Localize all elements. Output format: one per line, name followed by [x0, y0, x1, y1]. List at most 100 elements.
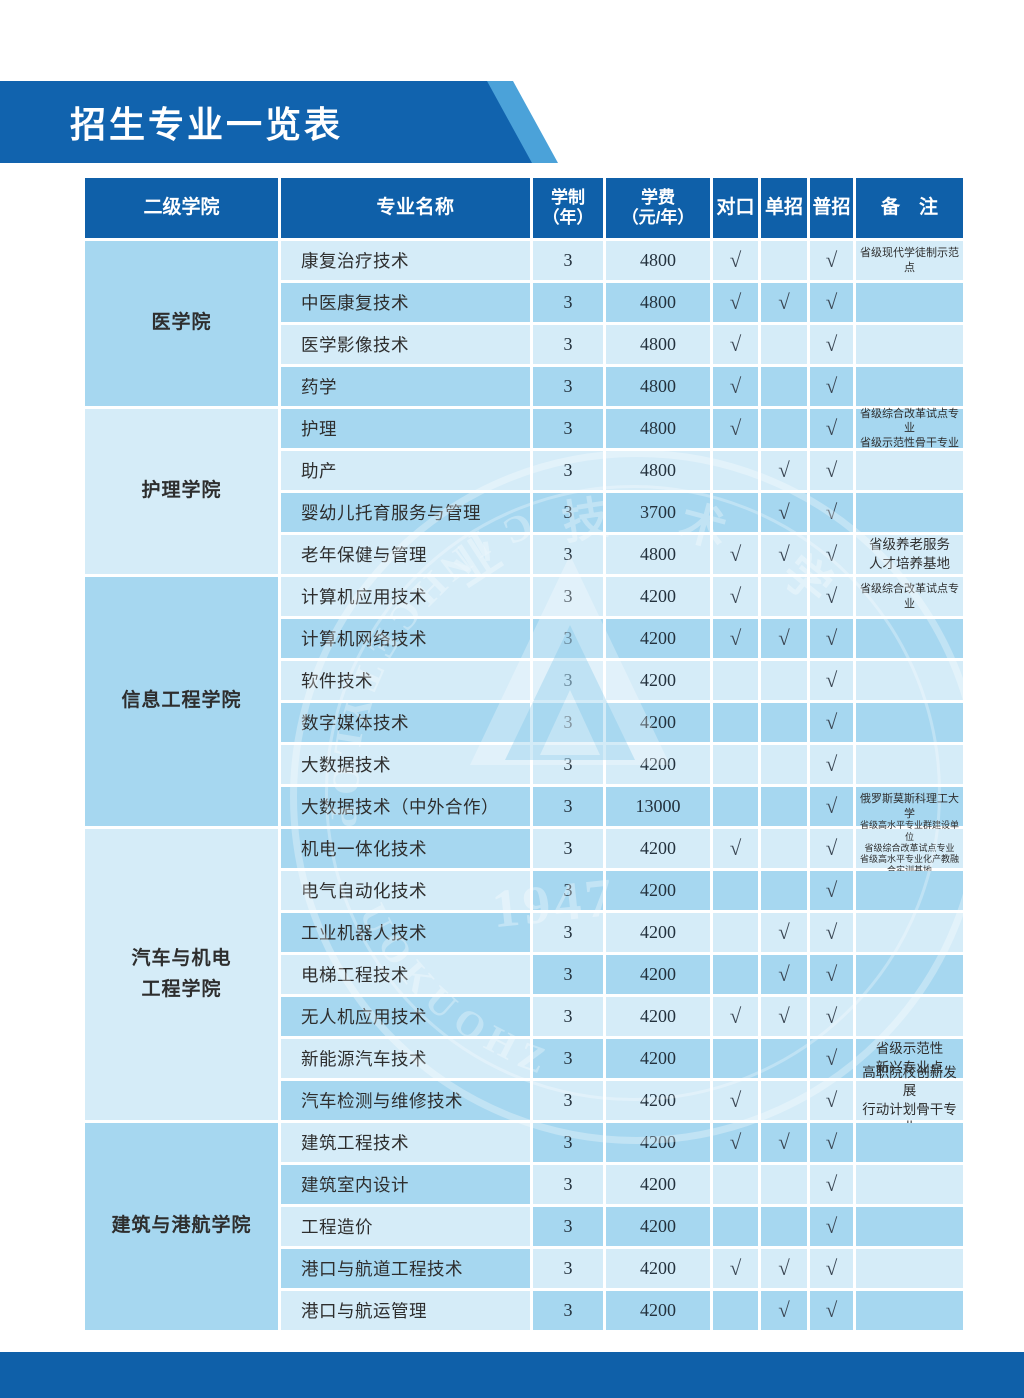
danzhao-check-cell: [761, 1165, 807, 1204]
years-cell: 3: [533, 1207, 603, 1246]
duikou-check-cell: [713, 493, 758, 532]
checkmark: √: [778, 500, 790, 524]
puzhao-check-cell: √: [810, 745, 853, 784]
college-rows: 机电一体化技术 3 4200 √ √ 省级高水平专业群建设单位 省级综合改革试点专业 省级高水…: [281, 820, 963, 1135]
danzhao-check-cell: [761, 661, 807, 700]
remark-cell: [856, 1207, 963, 1246]
tuition-cell: 4200: [606, 745, 710, 784]
major-row: 老年保健与管理 3 4800 √ √ √ 省级养老服务 人才培养基地: [281, 535, 963, 574]
major-row: 康复治疗技术 3 4800 √ √ 省级现代学徒制示范点: [281, 241, 963, 280]
tuition-cell: 4200: [606, 913, 710, 952]
tuition-cell: 4800: [606, 241, 710, 280]
checkmark: √: [729, 1130, 742, 1154]
years-cell: 3: [533, 997, 603, 1036]
years-cell: 3: [533, 829, 603, 868]
years-value: 3: [563, 1090, 573, 1110]
major-name-cell: 工程造价: [281, 1207, 530, 1246]
checkmark: √: [825, 920, 838, 944]
puzhao-check-cell: √: [810, 367, 853, 406]
tuition-cell: 4200: [606, 1081, 710, 1120]
checkmark: √: [729, 1004, 742, 1028]
duikou-check-cell: [713, 1039, 758, 1078]
header-college: 二级学院: [85, 178, 278, 238]
years-value: 3: [563, 1048, 573, 1068]
danzhao-check-cell: [761, 1081, 807, 1120]
checkmark: √: [778, 920, 790, 944]
years-cell: 3: [533, 703, 603, 742]
major-row: 助产 3 4800 √ √: [281, 451, 963, 490]
tuition-cell: 4800: [606, 325, 710, 364]
header-years: 学制 （年）: [533, 178, 603, 238]
duikou-check-cell: √: [713, 367, 758, 406]
duikou-check-cell: √: [713, 577, 758, 616]
years-cell: 3: [533, 241, 603, 280]
checkmark: √: [778, 1004, 790, 1028]
puzhao-check-cell: √: [810, 913, 853, 952]
tuition-cell: 4200: [606, 871, 710, 910]
major-name-cell: 康复治疗技术: [281, 241, 530, 280]
tuition-cell: 4200: [606, 619, 710, 658]
duikou-check-cell: [713, 1291, 758, 1330]
duikou-check-cell: √: [713, 409, 758, 448]
years-cell: 3: [533, 661, 603, 700]
header-dz: 单招: [761, 178, 807, 238]
checkmark: √: [825, 794, 838, 818]
tuition-value: 4200: [640, 1006, 676, 1026]
danzhao-check-cell: √: [761, 1249, 807, 1288]
years-value: 3: [563, 250, 573, 270]
college-rows: 建筑工程技术 3 4200 √ √ √ 建筑室内设计 3 4200 √ 工程造价 3 4200 √ 港口与航…: [281, 1123, 963, 1330]
tuition-value: 4200: [640, 754, 676, 774]
years-cell: 3: [533, 283, 603, 322]
years-value: 3: [563, 838, 573, 858]
checkmark: √: [729, 332, 742, 356]
duikou-check-cell: √: [713, 283, 758, 322]
major-row: 无人机应用技术 3 4200 √ √ √: [281, 997, 963, 1036]
remark-cell: [856, 913, 963, 952]
title-banner: 招生专业一览表: [0, 81, 600, 163]
remark-cell: 高职院校创新发展行动计划骨干专业: [856, 1065, 963, 1135]
years-value: 3: [563, 1258, 573, 1278]
major-row: 工程造价 3 4200 √: [281, 1207, 963, 1246]
years-cell: 3: [533, 367, 603, 406]
duikou-check-cell: [713, 913, 758, 952]
puzhao-check-cell: √: [810, 1207, 853, 1246]
danzhao-check-cell: √: [761, 955, 807, 994]
years-cell: 3: [533, 577, 603, 616]
remark-line: 省级示范性骨干专业: [860, 436, 959, 449]
duikou-check-cell: [713, 661, 758, 700]
remark-cell: 俄罗斯莫斯科理工大学: [856, 787, 963, 826]
danzhao-check-cell: [761, 409, 807, 448]
major-name-cell: 数字媒体技术: [281, 703, 530, 742]
tuition-cell: 3700: [606, 493, 710, 532]
header-major: 专业名称: [281, 178, 530, 238]
checkmark: √: [729, 290, 742, 314]
puzhao-check-cell: √: [810, 325, 853, 364]
duikou-check-cell: [713, 955, 758, 994]
tuition-cell: 4200: [606, 1291, 710, 1330]
college-group: 护理学院 护理 3 4800 √ √ 省级综合改革试点专业 省级示范性骨干专业 助产 3 4800 √…: [85, 408, 963, 574]
checkmark: √: [825, 1256, 838, 1280]
puzhao-check-cell: √: [810, 577, 853, 616]
danzhao-check-cell: [761, 325, 807, 364]
checkmark: √: [778, 458, 790, 482]
danzhao-check-cell: [761, 829, 807, 868]
puzhao-check-cell: √: [810, 409, 853, 448]
header-tuition: 学费 （元/年）: [606, 178, 710, 238]
years-value: 3: [563, 376, 573, 396]
danzhao-check-cell: √: [761, 619, 807, 658]
tuition-value: 4200: [640, 838, 676, 858]
years-value: 3: [563, 460, 573, 480]
tuition-cell: 4200: [606, 1165, 710, 1204]
tuition-value: 4200: [640, 712, 676, 732]
years-value: 3: [563, 502, 573, 522]
tuition-cell: 4800: [606, 283, 710, 322]
years-cell: 3: [533, 1165, 603, 1204]
major-row: 软件技术 3 4200 √: [281, 661, 963, 700]
tuition-cell: 4200: [606, 1249, 710, 1288]
tuition-value: 13000: [635, 796, 681, 816]
years-value: 3: [563, 1132, 573, 1152]
years-value: 3: [563, 1300, 573, 1320]
years-cell: 3: [533, 619, 603, 658]
checkmark: √: [825, 1046, 838, 1070]
puzhao-check-cell: √: [810, 955, 853, 994]
